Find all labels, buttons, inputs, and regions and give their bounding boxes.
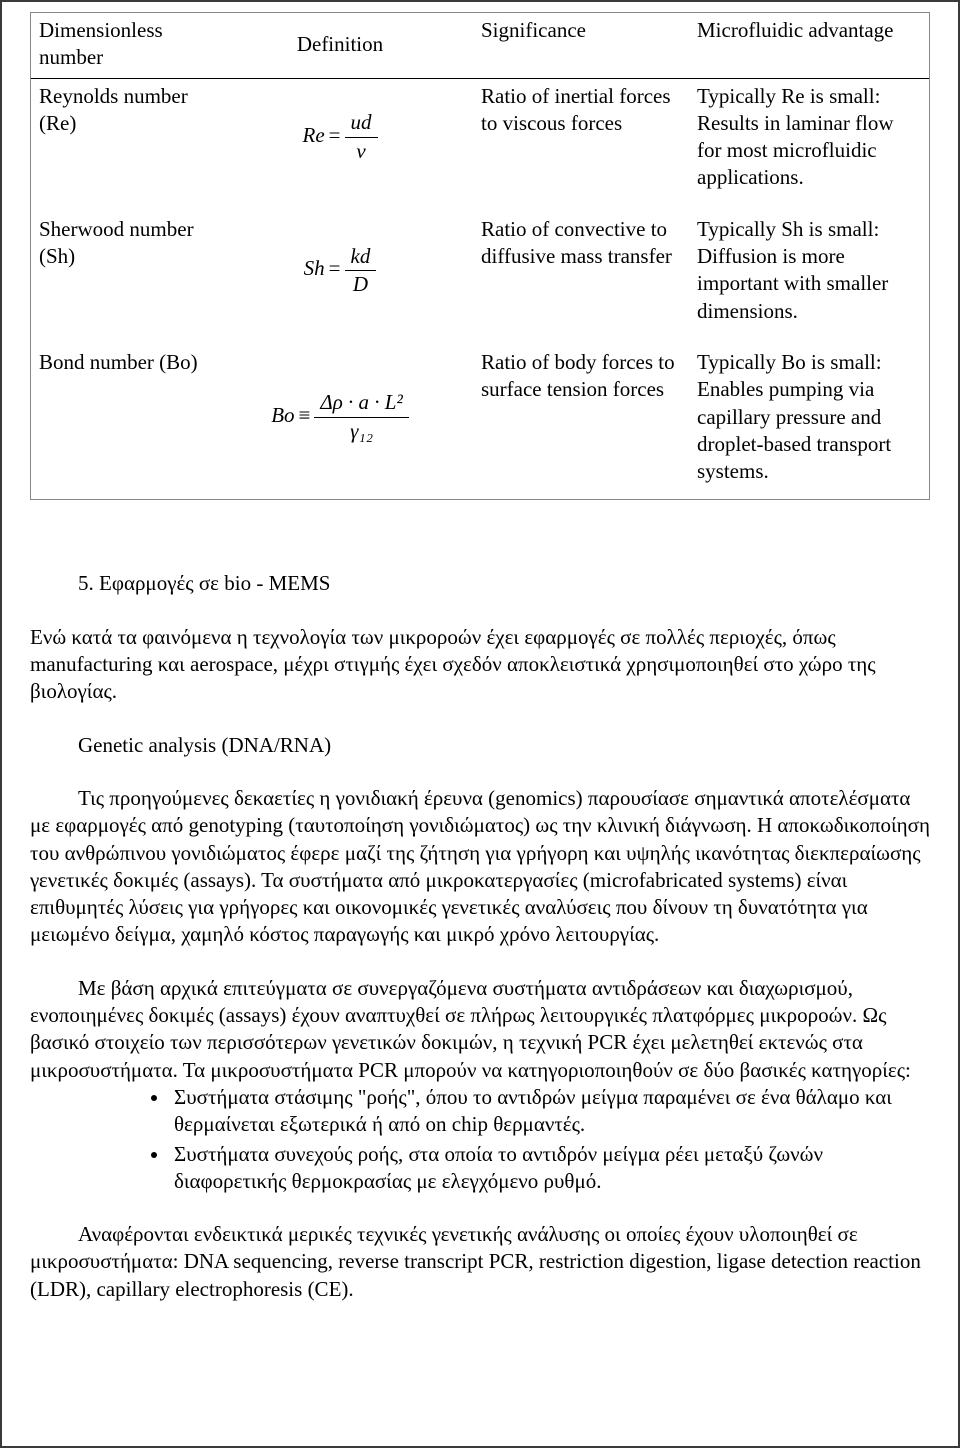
table-header-row: Dimensionless number Definition Signific…: [31, 13, 929, 78]
cell-significance: Ratio of convective to diffusive mass tr…: [473, 198, 689, 331]
list-item: Συστήματα στάσιμης "ροής", όπου το αντιδ…: [170, 1084, 930, 1139]
formula-op: =: [325, 123, 345, 147]
paragraph-2: Τις προηγούμενες δεκαετίες η γονιδιακή έ…: [30, 785, 930, 949]
formula-op: =: [325, 256, 345, 280]
paragraph-3: Με βάση αρχικά επιτεύγματα σε συνεργαζόμ…: [30, 975, 930, 1084]
cell-formula: Bo≡Δρ · a · L²γ₁₂: [207, 331, 473, 499]
list-item: Συστήματα συνεχούς ροής, στα οποία το αν…: [170, 1141, 930, 1196]
cell-significance: Ratio of inertial forces to viscous forc…: [473, 78, 689, 198]
formula-num: kd: [345, 243, 377, 271]
table-row: Sherwood number (Sh) Sh=kdD Ratio of con…: [31, 198, 929, 331]
section-title: 5. Εφαρμογές σε bio - MEMS: [30, 570, 930, 597]
col-header-definition: Definition: [207, 13, 473, 78]
formula-den: D: [345, 271, 377, 298]
cell-formula: Re=udν: [207, 78, 473, 198]
table-row: Bond number (Bo) Bo≡Δρ · a · L²γ₁₂ Ratio…: [31, 331, 929, 499]
cell-significance: Ratio of body forces to surface tension …: [473, 331, 689, 499]
col-header-advantage: Microfluidic advantage: [689, 13, 929, 78]
formula-lhs: Bo: [271, 403, 294, 427]
formula-num: Δρ · a · L²: [314, 389, 408, 417]
bullet-list: Συστήματα στάσιμης "ροής", όπου το αντιδ…: [30, 1084, 930, 1195]
cell-advantage: Typically Sh is small: Diffusion is more…: [689, 198, 929, 331]
cell-formula: Sh=kdD: [207, 198, 473, 331]
paragraph-4: Αναφέρονται ενδεικτικά μερικές τεχνικές …: [30, 1221, 930, 1303]
cell-advantage: Typically Re is small: Results in lamina…: [689, 78, 929, 198]
cell-advantage: Typically Bo is small: Enables pumping v…: [689, 331, 929, 499]
table-row: Reynolds number (Re) Re=udν Ratio of ine…: [31, 78, 929, 198]
page-container: Dimensionless number Definition Signific…: [0, 0, 960, 1448]
cell-name: Bond number (Bo): [31, 331, 207, 499]
dimensionless-table: Dimensionless number Definition Signific…: [31, 13, 929, 499]
formula-num: ud: [345, 109, 378, 137]
formula-lhs: Sh: [304, 256, 325, 280]
formula-den: ν: [345, 138, 378, 165]
dimensionless-table-wrap: Dimensionless number Definition Signific…: [30, 12, 930, 500]
cell-name: Sherwood number (Sh): [31, 198, 207, 331]
paragraph-1: Ενώ κατά τα φαινόμενα η τεχνολογία των μ…: [30, 624, 930, 706]
formula-op: ≡: [295, 403, 315, 427]
cell-name: Reynolds number (Re): [31, 78, 207, 198]
formula-den: γ₁₂: [314, 418, 408, 445]
subheading-genetic: Genetic analysis (DNA/RNA): [30, 732, 930, 759]
col-header-name: Dimensionless number: [31, 13, 207, 78]
formula-lhs: Re: [303, 123, 325, 147]
col-header-significance: Significance: [473, 13, 689, 78]
